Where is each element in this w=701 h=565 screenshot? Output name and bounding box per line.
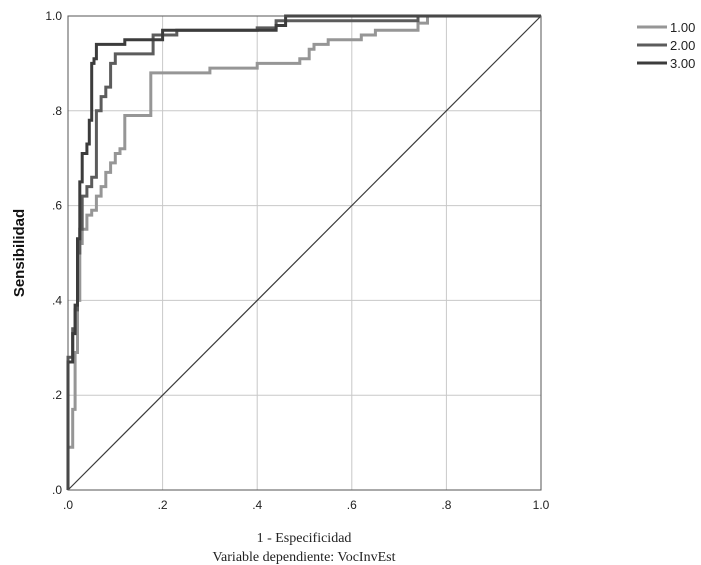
x-tick-label: .0: [63, 498, 73, 512]
series-line-1.00: [66, 14, 541, 490]
y-tick-label: .2: [52, 388, 62, 402]
y-tick-label: .4: [52, 293, 62, 307]
y-tick-labels: .0 .2 .4 .6 .8 1.0: [45, 9, 62, 497]
roc-curves: [66, 14, 541, 490]
grid-lines: [68, 16, 541, 490]
x-axis-sublabel: Variable dependiente: VocInvEst: [213, 550, 396, 565]
series-line-3.00: [66, 14, 541, 490]
reference-line: [67, 15, 542, 491]
legend-label-2.00: 2.00: [670, 38, 695, 53]
legend: 1.00 2.00 3.00: [637, 20, 695, 71]
x-tick-label: .6: [347, 498, 357, 512]
y-axis-label: Sensibilidad: [11, 209, 28, 297]
x-tick-labels: .0 .2 .4 .6 .8 1.0: [63, 498, 550, 512]
plot-frame: [67, 15, 542, 491]
x-tick-label: .8: [441, 498, 451, 512]
y-tick-label: 1.0: [45, 9, 62, 23]
y-tick-label: .6: [52, 199, 62, 213]
legend-label-3.00: 3.00: [670, 56, 695, 71]
y-tick-label: .0: [52, 483, 62, 497]
x-tick-label: .4: [252, 498, 262, 512]
legend-label-1.00: 1.00: [670, 20, 695, 35]
reference-diagonal: [67, 15, 542, 491]
x-axis-label: 1 - Especificidad: [257, 531, 352, 546]
x-tick-label: 1.0: [533, 498, 550, 512]
y-tick-label: .8: [52, 104, 62, 118]
x-tick-label: .2: [158, 498, 168, 512]
